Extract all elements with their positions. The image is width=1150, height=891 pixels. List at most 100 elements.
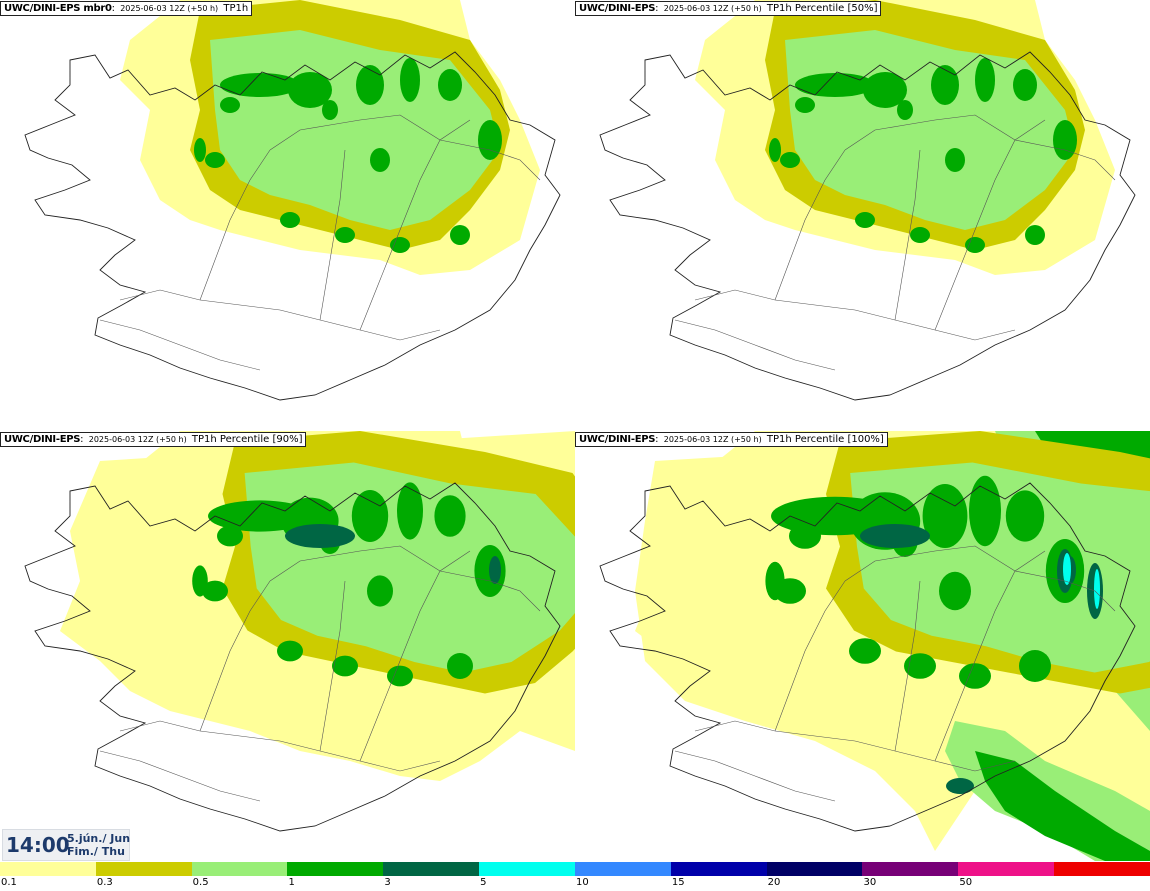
road-line [674,319,836,371]
road-line [359,119,471,331]
road-line [844,114,1016,151]
precip-cell [370,148,390,172]
precip-cell [789,523,821,549]
precip-cell-intense [946,778,974,794]
model-name: UWC/DINI-EPS [579,3,656,14]
model-name: UWC/DINI-EPS [4,434,81,445]
road-line [119,720,441,772]
precip-cell [1005,490,1045,542]
precip-cell [478,120,502,160]
legend-swatch [95,862,192,876]
precip-cell [1053,120,1077,160]
legend-label: 0.1 [1,877,17,888]
map-panel-p100: UWC/DINI-EPS: 2025-06-03 12Z (+50 h) TP1… [575,431,1150,861]
map-layer [599,431,1150,861]
legend-label: 15 [671,877,685,888]
precip-cell [356,65,384,105]
legend-swatch [191,862,288,876]
road-line [119,289,441,341]
precip-cell [849,638,881,664]
precip-cell [367,575,393,607]
road-line [199,580,271,732]
precip-cell [400,58,420,102]
model-name: UWC/DINI-EPS [579,434,656,445]
precip-map-mbr0 [24,0,561,401]
precip-cell [438,69,462,101]
road-line [894,580,921,752]
run-time: 2025-06-03 12Z (+50 h) [88,435,187,444]
legend-swatch [862,862,959,876]
road-line [199,149,271,301]
precip-cell [774,578,806,604]
valid-time-box: 14:00 5.jún./ Jun Fim./ Thu [2,829,130,861]
road-line [894,149,921,321]
road-line [359,550,471,762]
legend-label: 0.3 [96,877,113,888]
road-line [694,289,1016,341]
legend-swatch [1054,862,1150,876]
panel-title: UWC/DINI-EPS: 2025-06-03 12Z (+50 h) TP1… [575,432,888,447]
precip-cell [351,490,389,542]
road-line [844,545,1016,582]
map-layer [24,431,575,832]
precip-cell [931,65,959,105]
legend-label: 1 [288,877,295,888]
valid-date-line2: Fim./ Thu [67,845,125,858]
precip-cell [965,237,985,253]
road-line [99,319,261,371]
road-line [439,570,541,612]
precip-cell [288,72,332,108]
precip-cell-extreme [1063,553,1071,585]
coastline [24,51,561,401]
parameter-name: TP1h Percentile [100%] [766,434,884,445]
legend-swatch [287,862,384,876]
panel-title: UWC/DINI-EPS mbr0: 2025-06-03 12Z (+50 h… [0,1,253,16]
legend-label: 50 [959,877,973,888]
precip-cell [1013,69,1037,101]
precip-cell [220,73,300,97]
map-panel-mbr0: UWC/DINI-EPS mbr0: 2025-06-03 12Z (+50 h… [0,0,575,430]
panel-title: UWC/DINI-EPS: 2025-06-03 12Z (+50 h) TP1… [0,432,307,447]
legend-swatch [766,862,863,876]
precip-cell [795,73,875,97]
precip-cell [397,482,423,540]
precip-cell [202,580,228,602]
map-panel-p90: UWC/DINI-EPS: 2025-06-03 12Z (+50 h) TP1… [0,431,575,861]
legend-swatch [574,862,671,876]
model-name: UWC/DINI-EPS mbr0 [4,3,112,14]
precip-cell [322,100,338,120]
legend-swatch [670,862,767,876]
road-line [319,580,346,752]
precip-cell [332,655,358,677]
precip-cell [335,227,355,243]
road-line [1014,139,1116,181]
precip-cell [904,653,936,679]
precip-cell [387,665,413,687]
precip-cell-intense [860,524,930,548]
precip-cell [969,475,1001,547]
valid-date-line1: 5.jún./ Jun [67,832,131,845]
road-line [99,750,261,802]
precip-cell [194,138,206,162]
precip-cell [390,237,410,253]
map-panel-p50: UWC/DINI-EPS: 2025-06-03 12Z (+50 h) TP1… [575,0,1150,430]
precip-cell [959,663,991,689]
map-layer [599,0,1136,401]
coastline [24,482,561,832]
precip-cell [277,640,303,662]
precip-cell [780,152,800,168]
precip-cell-intense [489,556,501,584]
precip-cell [863,72,907,108]
precip-map-p50 [599,0,1136,401]
road-line [269,114,441,151]
run-time: 2025-06-03 12Z (+50 h) [663,435,762,444]
legend-label: 10 [576,877,589,888]
coastline [599,482,1136,832]
precip-cell [220,97,240,113]
precip-cell [450,225,470,245]
precip-cell [434,495,466,537]
road-line [319,149,346,321]
precip-map-p100 [599,431,1150,861]
parameter-name: TP1h Percentile [90%] [191,434,303,445]
color-legend: 0.1 0.3 0.5 1 3 5 10 15 20 30 50 [0,862,1150,891]
